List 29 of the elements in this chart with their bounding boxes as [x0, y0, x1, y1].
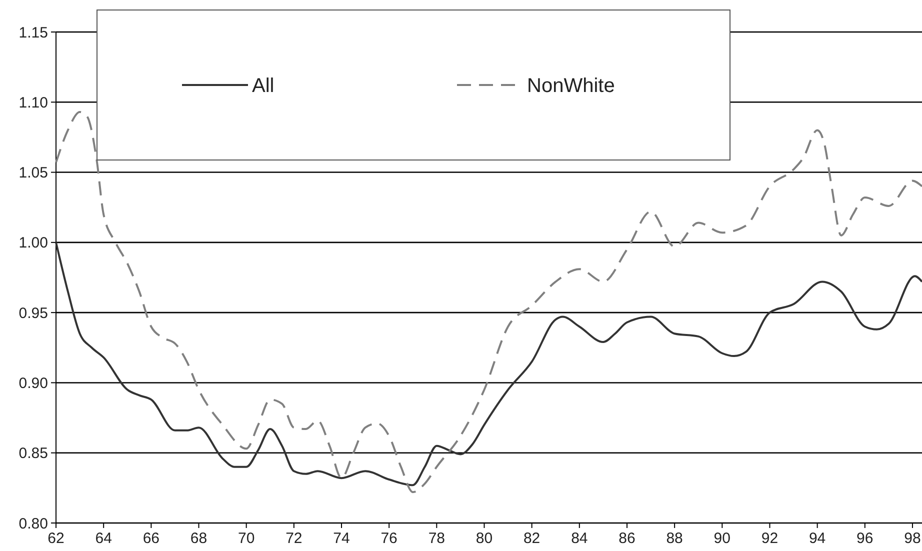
- x-tick-label: 74: [333, 530, 350, 547]
- x-tick-label: 94: [808, 530, 826, 547]
- x-tick-label: 62: [48, 530, 64, 547]
- x-tick-label: 72: [286, 530, 302, 547]
- y-tick-label: 0.95: [18, 304, 48, 322]
- x-tick-label: 80: [476, 530, 493, 547]
- y-tick-label: 0.85: [18, 445, 48, 462]
- x-tick-label: 98: [904, 530, 921, 547]
- x-tick-label: 86: [618, 530, 636, 547]
- legend-label: All: [252, 75, 274, 97]
- x-tick-label: 78: [428, 530, 446, 547]
- x-tick-label: 66: [142, 530, 160, 547]
- x-tick-label: 90: [714, 530, 730, 547]
- y-tick-label: 1.05: [18, 164, 48, 182]
- y-tick-label: 1.15: [18, 24, 48, 42]
- y-tick-label: 0.90: [18, 374, 48, 392]
- x-tick-label: 68: [190, 530, 208, 547]
- legend-label: NonWhite: [527, 75, 615, 97]
- x-tick-label: 96: [856, 530, 874, 547]
- x-tick-label: 92: [761, 530, 778, 547]
- x-tick-label: 84: [571, 530, 588, 547]
- x-tick-label: 76: [380, 530, 398, 547]
- x-tick-label: 82: [523, 530, 540, 547]
- y-tick-label: 0.80: [18, 515, 48, 532]
- y-tick-label: 1.00: [18, 234, 48, 252]
- x-tick-label: 70: [238, 530, 255, 547]
- x-tick-label: 64: [95, 530, 112, 547]
- x-tick-label: 88: [666, 530, 683, 547]
- y-tick-label: 1.10: [18, 94, 48, 112]
